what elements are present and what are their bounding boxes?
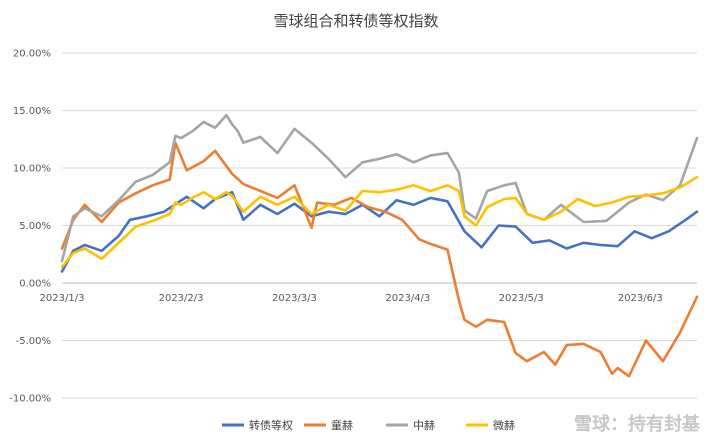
series-line-4 xyxy=(60,175,699,269)
x-tick-label: 2023/4/3 xyxy=(385,293,430,304)
y-tick-label: 5.00% xyxy=(19,221,51,232)
legend-label: 童赫 xyxy=(331,418,353,432)
legend-label: 中赫 xyxy=(413,419,435,432)
y-tick-label: -10.00% xyxy=(9,394,51,405)
series-line-2 xyxy=(60,141,699,378)
x-tick-label: 2023/3/3 xyxy=(272,293,317,304)
y-axis-ticks: 20.00% 15.00% 10.00% 5.00% 0.00% -5.00% -10.00… xyxy=(9,49,51,405)
y-tick-label: -5.00% xyxy=(16,336,51,347)
y-tick-label: 15.00% xyxy=(13,106,51,117)
legend: 转债等权 童赫 中赫 微赫 xyxy=(222,418,515,432)
series-lines xyxy=(60,113,699,378)
chart-title: 雪球组合和转债等权指数 xyxy=(273,12,438,30)
series-line-3 xyxy=(60,113,699,263)
x-tick-label: 2023/2/3 xyxy=(159,293,204,304)
series-line-1 xyxy=(60,190,699,273)
y-tick-label: 10.00% xyxy=(13,164,51,175)
y-tick-label: 20.00% xyxy=(13,49,51,60)
x-axis-ticks: 2023/1/3 2023/2/3 2023/3/3 2023/4/3 2023/5/3… xyxy=(40,293,663,304)
y-tick-label: 0.00% xyxy=(19,279,51,290)
watermark: 雪球：持有封基 xyxy=(574,413,701,435)
legend-label: 转债等权 xyxy=(249,418,293,432)
x-tick-label: 2023/5/3 xyxy=(499,293,544,304)
x-tick-label: 2023/1/3 xyxy=(40,293,85,304)
x-tick-label: 2023/6/3 xyxy=(618,293,663,304)
gridlines xyxy=(62,52,697,399)
legend-label: 微赫 xyxy=(493,418,515,432)
